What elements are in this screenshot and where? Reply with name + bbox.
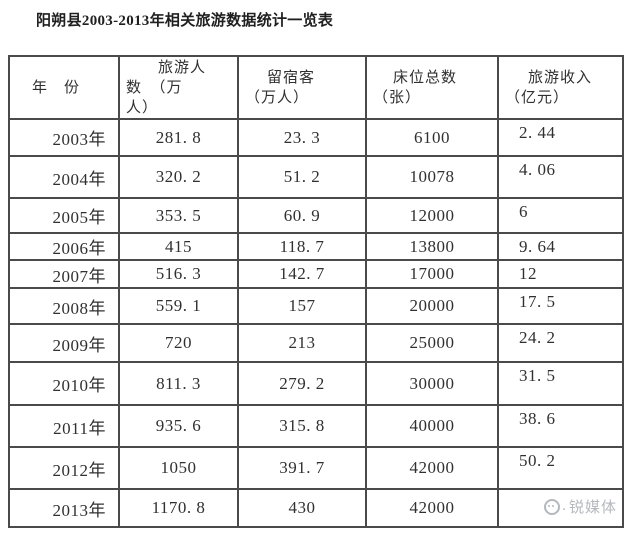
cell-tourists: 516. 3 bbox=[118, 259, 239, 289]
cell-revenue: 12 bbox=[497, 259, 624, 289]
cell-overnight: 279. 2 bbox=[237, 361, 367, 406]
cell-beds: 10078 bbox=[365, 155, 499, 199]
cell-beds: 20000 bbox=[365, 287, 499, 325]
cell-revenue: 31. 5 bbox=[497, 361, 624, 406]
cell-year: 2008年 bbox=[8, 287, 120, 325]
table-row: 2007年 516. 3 142. 7 17000 12 bbox=[8, 259, 624, 289]
table-row: 2008年 559. 1 157 20000 17. 5 bbox=[8, 287, 624, 325]
cell-beds: 6100 bbox=[365, 118, 499, 157]
cell-year: 2013年 bbox=[8, 488, 120, 528]
cell-tourists: 353. 5 bbox=[118, 197, 239, 234]
cell-tourists: 559. 1 bbox=[118, 287, 239, 325]
cell-beds: 13800 bbox=[365, 232, 499, 261]
table-row: 2004年 320. 2 51. 2 10078 4. 06 bbox=[8, 155, 624, 199]
cell-tourists: 1050 bbox=[118, 446, 239, 490]
cell-revenue: 6 bbox=[497, 197, 624, 234]
column-header-revenue: 旅游收入 （亿元） bbox=[497, 55, 624, 120]
column-header-tourists: 旅游人 数 （万 人） bbox=[118, 55, 239, 120]
cell-revenue: . 锐媒体 bbox=[497, 488, 624, 528]
cell-year: 2012年 bbox=[8, 446, 120, 490]
column-header-beds: 床位总数 （张） bbox=[365, 55, 499, 120]
cell-overnight: 430 bbox=[237, 488, 367, 528]
cell-overnight: 23. 3 bbox=[237, 118, 367, 157]
cell-overnight: 315. 8 bbox=[237, 404, 367, 448]
cell-beds: 42000 bbox=[365, 488, 499, 528]
cell-tourists: 720 bbox=[118, 323, 239, 363]
table-row: 2010年 811. 3 279. 2 30000 31. 5 bbox=[8, 361, 624, 406]
cell-overnight: 51. 2 bbox=[237, 155, 367, 199]
cell-tourists: 1170. 8 bbox=[118, 488, 239, 528]
cell-year: 2007年 bbox=[8, 259, 120, 289]
cell-revenue: 38. 6 bbox=[497, 404, 624, 448]
watermark: . 锐媒体 bbox=[544, 496, 617, 517]
watermark-text: 锐媒体 bbox=[568, 500, 617, 517]
cell-beds: 17000 bbox=[365, 259, 499, 289]
cell-revenue: 9. 64 bbox=[497, 232, 624, 261]
smiley-circle-logo-icon bbox=[544, 498, 561, 515]
cell-revenue: 4. 06 bbox=[497, 155, 624, 199]
cell-beds: 12000 bbox=[365, 197, 499, 234]
cell-year: 2010年 bbox=[8, 361, 120, 406]
cell-revenue: 50. 2 bbox=[497, 446, 624, 490]
watermark-separator: . bbox=[562, 498, 567, 515]
cell-overnight: 391. 7 bbox=[237, 446, 367, 490]
table-row: 2013年 1170. 8 430 42000. 锐媒体 bbox=[8, 488, 624, 528]
column-header-overnight: 留宿客 （万人） bbox=[237, 55, 367, 120]
cell-year: 2004年 bbox=[8, 155, 120, 199]
table-row: 2005年 353. 5 60. 9 12000 6 bbox=[8, 197, 624, 234]
cell-year: 2005年 bbox=[8, 197, 120, 234]
table-header-row: 年 份 旅游人 数 （万 人） 留宿客 （万人） 床位总数 （张） 旅游收入 （… bbox=[8, 55, 624, 120]
cell-tourists: 415 bbox=[118, 232, 239, 261]
cell-year: 2009年 bbox=[8, 323, 120, 363]
cell-tourists: 811. 3 bbox=[118, 361, 239, 406]
cell-tourists: 935. 6 bbox=[118, 404, 239, 448]
table-row: 2009年 720 213 25000 24. 2 bbox=[8, 323, 624, 363]
cell-revenue: 24. 2 bbox=[497, 323, 624, 363]
table-row: 2003年 281. 8 23. 3 6100 2. 44 bbox=[8, 118, 624, 157]
table-row: 2012年 1050 391. 7 42000 50. 2 bbox=[8, 446, 624, 490]
cell-beds: 40000 bbox=[365, 404, 499, 448]
cell-revenue: 2. 44 bbox=[497, 118, 624, 157]
cell-overnight: 118. 7 bbox=[237, 232, 367, 261]
cell-year: 2011年 bbox=[8, 404, 120, 448]
table-row: 2006年 415 118. 7 13800 9. 64 bbox=[8, 232, 624, 261]
cell-beds: 42000 bbox=[365, 446, 499, 490]
column-header-year: 年 份 bbox=[8, 55, 120, 120]
cell-overnight: 60. 9 bbox=[237, 197, 367, 234]
table-title: 阳朔县2003-2013年相关旅游数据统计一览表 bbox=[36, 13, 334, 29]
cell-overnight: 142. 7 bbox=[237, 259, 367, 289]
table-row: 2011年 935. 6 315. 8 40000 38. 6 bbox=[8, 404, 624, 448]
tourism-statistics-table: 年 份 旅游人 数 （万 人） 留宿客 （万人） 床位总数 （张） 旅游收入 （… bbox=[8, 55, 624, 528]
cell-beds: 30000 bbox=[365, 361, 499, 406]
cell-year: 2003年 bbox=[8, 118, 120, 157]
cell-year: 2006年 bbox=[8, 232, 120, 261]
cell-overnight: 157 bbox=[237, 287, 367, 325]
cell-overnight: 213 bbox=[237, 323, 367, 363]
cell-tourists: 320. 2 bbox=[118, 155, 239, 199]
cell-revenue: 17. 5 bbox=[497, 287, 624, 325]
cell-beds: 25000 bbox=[365, 323, 499, 363]
cell-tourists: 281. 8 bbox=[118, 118, 239, 157]
